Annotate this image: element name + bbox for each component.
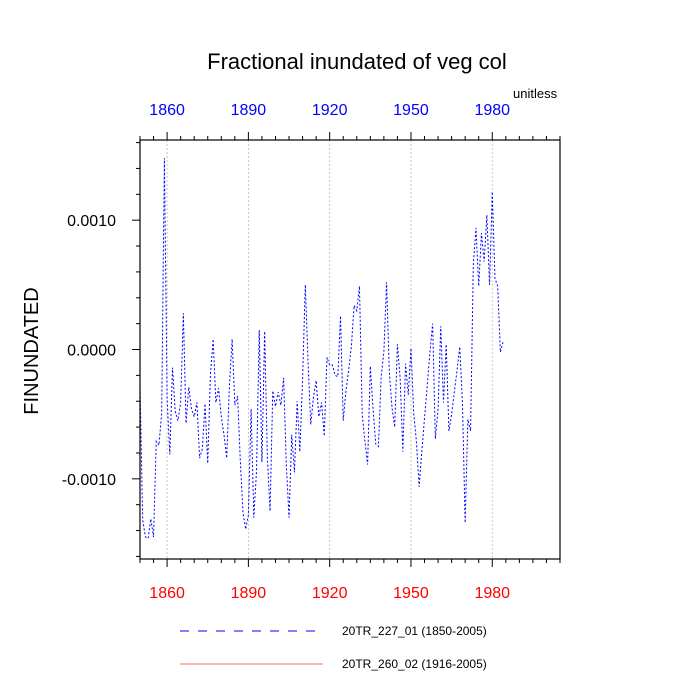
units-label: unitless bbox=[513, 86, 558, 101]
x-tick-label-top-1920: 1920 bbox=[312, 102, 348, 119]
x-tick-label-bottom-1890: 1890 bbox=[231, 585, 267, 602]
tick-labels: 1860 1860 1890 1890 1920 1920 1950 1950 1980 1980… bbox=[62, 102, 510, 602]
y-tick-label-1: 0.0000 bbox=[67, 343, 116, 360]
chart-title: Fractional inundated of veg col bbox=[207, 49, 507, 74]
x-tick-label-top-1980: 1980 bbox=[474, 102, 510, 119]
y-tick-label-2: -0.0010 bbox=[62, 472, 116, 489]
grid-lines bbox=[166, 140, 493, 559]
legend-label-1: 20TR_227_01 (1850-2005) bbox=[342, 624, 487, 638]
x-tick-label-bottom-1980: 1980 bbox=[474, 585, 510, 602]
series-line-1 bbox=[139, 158, 504, 540]
y-axis-label: FINUNDATED bbox=[21, 287, 43, 414]
legend: 20TR_227_01 (1850-2005) 20TR_260_02 (1916… bbox=[180, 624, 487, 671]
axis-ticks bbox=[132, 132, 561, 567]
x-tick-label-top-1950: 1950 bbox=[393, 102, 429, 119]
x-tick-label-bottom-1860: 1860 bbox=[149, 585, 185, 602]
x-tick-label-bottom-1950: 1950 bbox=[393, 585, 429, 602]
plot-frame bbox=[139, 139, 561, 560]
legend-label-2: 20TR_260_02 (1916-2005) bbox=[342, 657, 487, 671]
y-tick-label-0: 0.0010 bbox=[67, 213, 116, 230]
x-tick-label-top-1890: 1890 bbox=[231, 102, 267, 119]
x-tick-label-top-1860: 1860 bbox=[149, 102, 185, 119]
x-tick-label-bottom-1920: 1920 bbox=[312, 585, 348, 602]
series-layer bbox=[139, 158, 504, 540]
